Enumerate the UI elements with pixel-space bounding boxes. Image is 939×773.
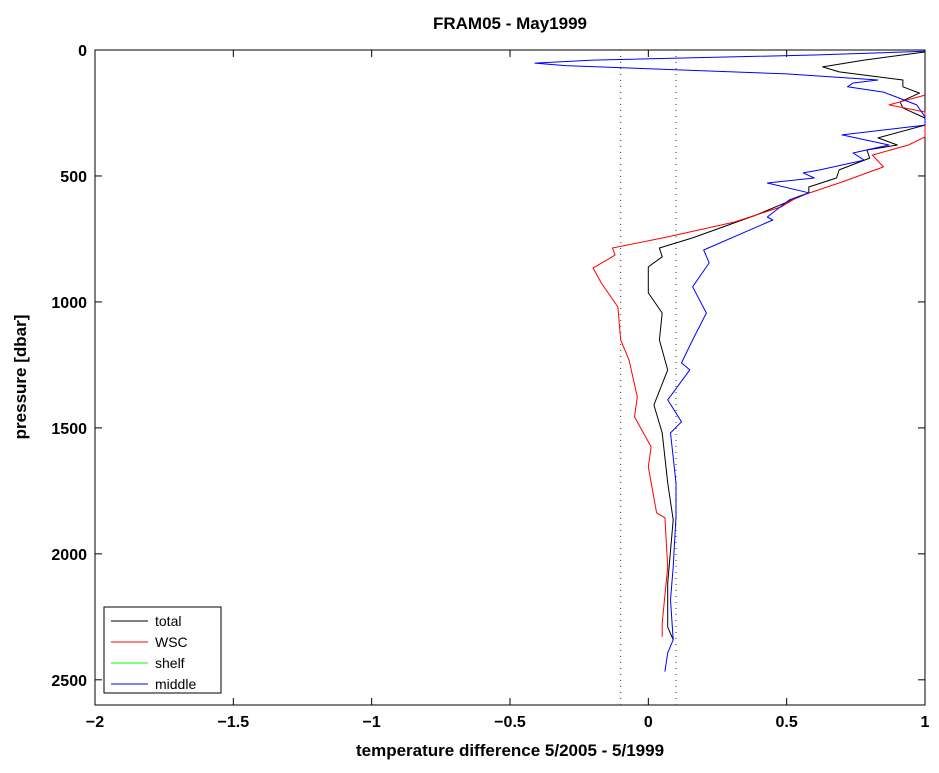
x-tick-label: −0.5	[494, 714, 526, 731]
legend-label: shelf	[155, 655, 185, 671]
legend-label: total	[155, 613, 181, 629]
x-tick-label: −1	[363, 714, 381, 731]
y-tick-label: 1000	[51, 295, 87, 312]
series-line-wsc	[592, 94, 926, 637]
y-tick-label: 1500	[51, 421, 87, 438]
x-tick-label: 1	[921, 714, 930, 731]
x-tick-label: 0	[644, 714, 653, 731]
chart-title: FRAM05 - May1999	[433, 14, 587, 33]
legend-label: WSC	[155, 634, 188, 650]
x-axis-label: temperature difference 5/2005 - 5/1999	[356, 741, 664, 760]
y-tick-label: 0	[78, 43, 87, 60]
y-tick-label: 500	[60, 169, 87, 186]
x-tick-label: −1.5	[218, 714, 250, 731]
series-line-middle	[534, 50, 926, 672]
x-tick-label: 0.5	[776, 714, 798, 731]
x-tick-label: −2	[86, 714, 104, 731]
y-tick-label: 2000	[51, 547, 87, 564]
legend: total WSC shelf middle	[103, 606, 222, 694]
plot-area	[94, 49, 926, 706]
legend-label: middle	[155, 676, 196, 692]
y-tick-label: 2500	[51, 673, 87, 690]
series-line-total	[647, 51, 926, 640]
y-axis-label: pressure [dbar]	[11, 315, 30, 440]
